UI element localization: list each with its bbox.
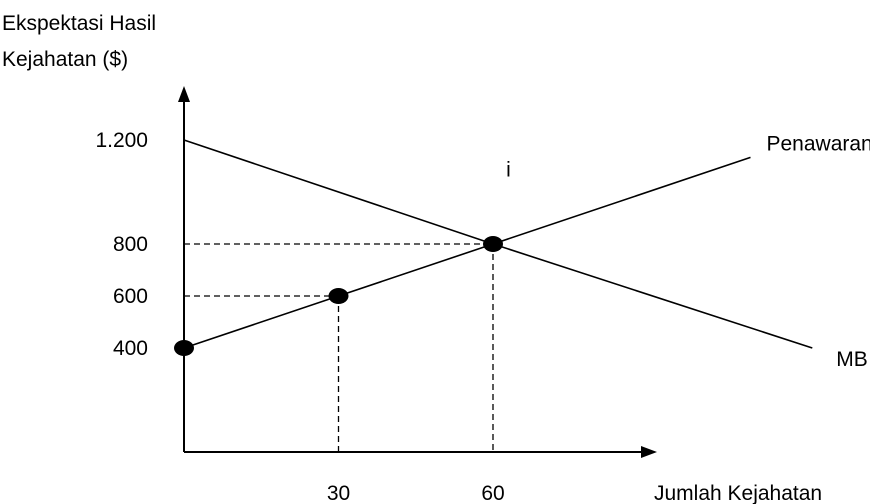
series-label-mb: MB (836, 348, 868, 371)
x-axis-label: Jumlah Kejahatan (654, 482, 822, 504)
y-axis-arrow (178, 86, 190, 102)
guide-lines (184, 243, 494, 452)
y-axis-label-line-2: Kejahatan ($) (2, 48, 128, 71)
series-labels: Penawaran/MC MB (767, 132, 870, 371)
annotations: i (506, 158, 511, 181)
data-point-1 (328, 288, 349, 304)
x-tick-label-1: 60 (481, 482, 504, 504)
y-tick-label-3: 400 (113, 337, 148, 360)
data-points (174, 236, 503, 356)
axes (178, 86, 657, 458)
y-axis-label-line-1: Ekspektasi Hasil (2, 12, 156, 35)
x-tick-labels: 30 60 (327, 482, 505, 504)
y-tick-label-2: 600 (113, 285, 148, 308)
series-line-mc (183, 156, 751, 349)
x-tick-label-0: 30 (327, 482, 350, 504)
y-tick-label-1: 800 (113, 233, 148, 256)
data-point-2 (483, 236, 503, 252)
x-axis-arrow (641, 446, 657, 458)
y-tick-label-0: 1.200 (95, 129, 148, 152)
annotation-0: i (506, 158, 511, 181)
y-tick-labels: 1.200 800 600 400 (95, 129, 148, 360)
data-point-0 (174, 340, 194, 356)
series-label-mc: Penawaran/MC (767, 132, 870, 155)
